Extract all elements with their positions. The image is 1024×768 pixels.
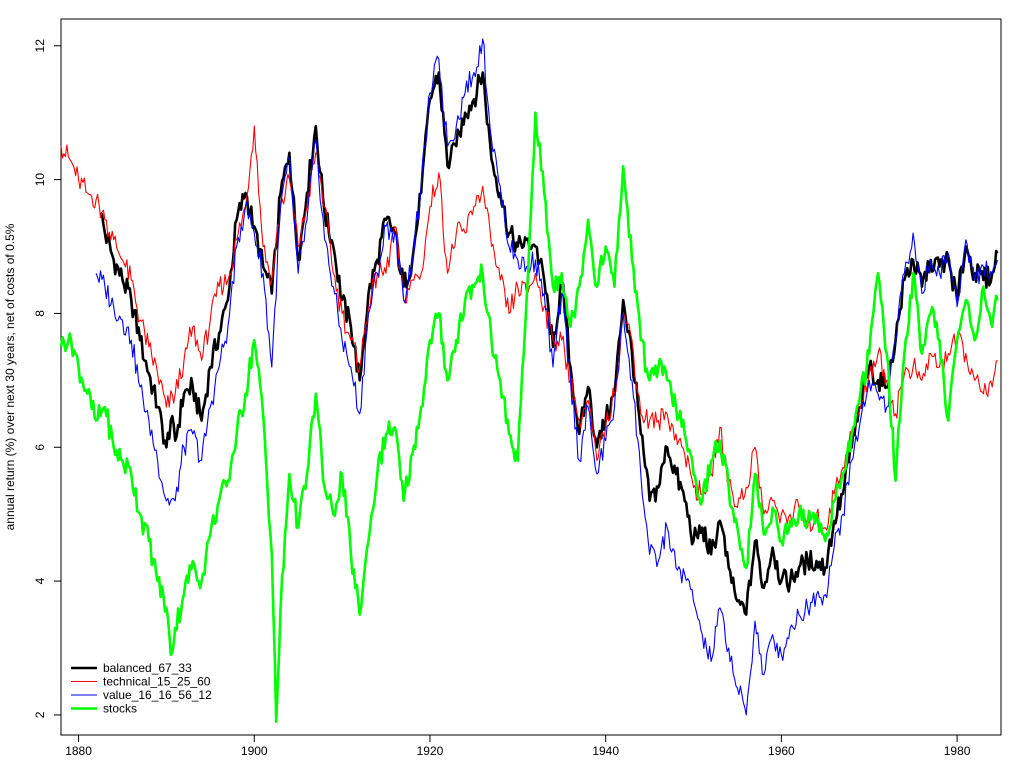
- x-axis: 1880 1900 1920 1940 1960 1980: [65, 735, 971, 758]
- x-tick-label: 1920: [417, 744, 444, 758]
- x-tick-label: 1940: [592, 744, 619, 758]
- series-line-stocks: [59, 111, 999, 723]
- x-tick-label: 1900: [241, 744, 268, 758]
- y-tick-label: 12: [33, 39, 47, 53]
- y-axis-title: annual return (%) over next 30 years, ne…: [3, 223, 17, 530]
- series-layer: [59, 38, 999, 723]
- legend-label: technical_15_25_60: [103, 675, 211, 689]
- x-tick-label: 1880: [65, 744, 92, 758]
- legend-label: value_16_16_56_12: [103, 688, 212, 702]
- plot-frame: [60, 18, 1002, 736]
- x-tick-label: 1960: [768, 744, 795, 758]
- legend: balanced_67_33technical_15_25_60value_16…: [71, 661, 212, 716]
- series-line-value_16_16_56_12: [95, 38, 999, 716]
- x-tick-label: 1980: [944, 744, 971, 758]
- y-tick-label: 6: [33, 444, 47, 451]
- legend-label: balanced_67_33: [103, 661, 192, 675]
- series-line-balanced_67_33: [99, 71, 999, 616]
- series-line-technical_15_25_60: [60, 125, 998, 532]
- y-tick-label: 2: [33, 711, 47, 718]
- y-tick-label: 8: [33, 310, 47, 317]
- y-tick-label: 4: [33, 577, 47, 584]
- y-axis: 2 4 6 8 10 12: [33, 39, 61, 718]
- y-tick-label: 10: [33, 173, 47, 187]
- legend-label: stocks: [103, 702, 137, 716]
